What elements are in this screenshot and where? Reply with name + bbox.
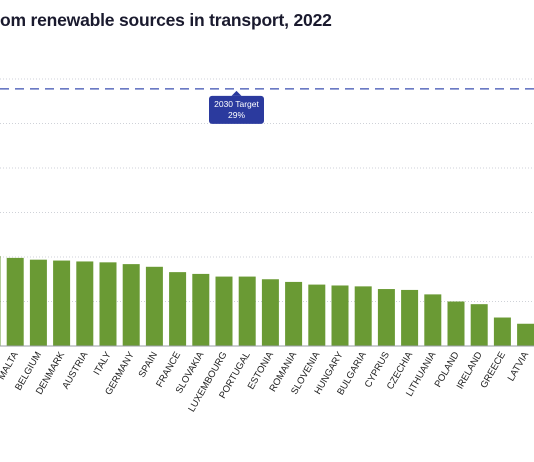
x-tick-label: LATVIA [506, 349, 532, 383]
bar-romania [285, 281, 303, 346]
bar-ireland [470, 304, 488, 346]
bar-malta [6, 257, 24, 346]
bar-partial [0, 256, 1, 346]
bar-latvia [517, 323, 534, 346]
target-pointer [231, 90, 242, 96]
bar-estonia [261, 279, 279, 346]
bar-germany [122, 264, 140, 346]
bar-luxembourg [215, 276, 233, 346]
bar-belgium [29, 259, 47, 346]
bar-denmark [53, 260, 71, 346]
bars [0, 256, 534, 346]
bar-slovakia [192, 273, 210, 346]
x-tick-label: SPAIN [137, 350, 160, 380]
x-tick-label: ITALY [92, 349, 114, 377]
bar-spain [145, 266, 163, 346]
chart-title: om renewable sources in transport, 2022 [0, 10, 332, 30]
bar-austria [76, 261, 94, 346]
bar-slovenia [308, 284, 326, 346]
target-label: 2030 Target [214, 99, 259, 109]
bar-poland [447, 301, 465, 346]
bar-cyprus [377, 289, 395, 346]
bar-lithuania [424, 294, 442, 346]
target-label-box [209, 95, 264, 124]
bar-bulgaria [354, 286, 372, 346]
target-value-label: 29% [228, 110, 245, 120]
bar-italy [99, 262, 117, 346]
bar-greece [493, 317, 511, 346]
bar-portugal [238, 276, 256, 346]
bar-czechia [401, 289, 419, 346]
bar-france [169, 272, 187, 346]
bar-hungary [331, 285, 349, 346]
